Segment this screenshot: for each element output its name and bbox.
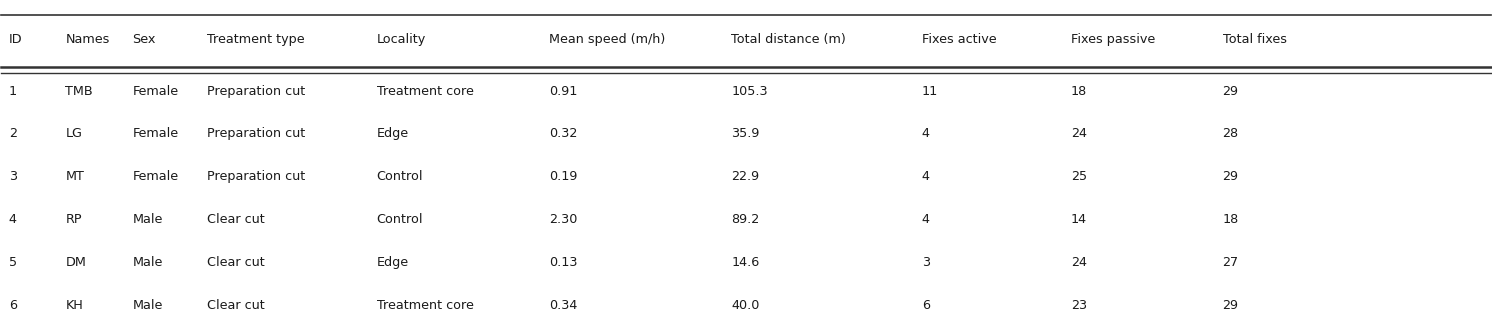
Text: LG: LG bbox=[66, 127, 82, 140]
Text: 14.6: 14.6 bbox=[731, 256, 759, 269]
Text: 29: 29 bbox=[1222, 170, 1238, 183]
Text: Male: Male bbox=[133, 256, 163, 269]
Text: Total fixes: Total fixes bbox=[1222, 33, 1286, 46]
Text: Total distance (m): Total distance (m) bbox=[731, 33, 846, 46]
Text: Preparation cut: Preparation cut bbox=[207, 127, 306, 140]
Text: 0.91: 0.91 bbox=[549, 85, 577, 98]
Text: Female: Female bbox=[133, 85, 179, 98]
Text: Mean speed (m/h): Mean speed (m/h) bbox=[549, 33, 665, 46]
Text: 4: 4 bbox=[922, 127, 930, 140]
Text: 0.34: 0.34 bbox=[549, 299, 577, 312]
Text: 22.9: 22.9 bbox=[731, 170, 759, 183]
Text: Control: Control bbox=[376, 170, 424, 183]
Text: 18: 18 bbox=[1222, 213, 1238, 226]
Text: 4: 4 bbox=[922, 213, 930, 226]
Text: Fixes active: Fixes active bbox=[922, 33, 997, 46]
Text: Edge: Edge bbox=[376, 127, 409, 140]
Text: Male: Male bbox=[133, 299, 163, 312]
Text: Treatment core: Treatment core bbox=[376, 299, 473, 312]
Text: 28: 28 bbox=[1222, 127, 1238, 140]
Text: Treatment type: Treatment type bbox=[207, 33, 304, 46]
Text: Fixes passive: Fixes passive bbox=[1071, 33, 1155, 46]
Text: 4: 4 bbox=[922, 170, 930, 183]
Text: Preparation cut: Preparation cut bbox=[207, 170, 306, 183]
Text: Female: Female bbox=[133, 127, 179, 140]
Text: 4: 4 bbox=[9, 213, 16, 226]
Text: TMB: TMB bbox=[66, 85, 93, 98]
Text: 6: 6 bbox=[9, 299, 16, 312]
Text: 11: 11 bbox=[922, 85, 938, 98]
Text: 24: 24 bbox=[1071, 256, 1086, 269]
Text: 40.0: 40.0 bbox=[731, 299, 759, 312]
Text: 89.2: 89.2 bbox=[731, 213, 759, 226]
Text: Male: Male bbox=[133, 213, 163, 226]
Text: Preparation cut: Preparation cut bbox=[207, 85, 306, 98]
Text: 24: 24 bbox=[1071, 127, 1086, 140]
Text: MT: MT bbox=[66, 170, 85, 183]
Text: 0.13: 0.13 bbox=[549, 256, 577, 269]
Text: 35.9: 35.9 bbox=[731, 127, 759, 140]
Text: Names: Names bbox=[66, 33, 110, 46]
Text: 14: 14 bbox=[1071, 213, 1086, 226]
Text: 6: 6 bbox=[922, 299, 930, 312]
Text: Control: Control bbox=[376, 213, 424, 226]
Text: 3: 3 bbox=[9, 170, 16, 183]
Text: 105.3: 105.3 bbox=[731, 85, 768, 98]
Text: RP: RP bbox=[66, 213, 82, 226]
Text: 29: 29 bbox=[1222, 85, 1238, 98]
Text: Clear cut: Clear cut bbox=[207, 213, 264, 226]
Text: 29: 29 bbox=[1222, 299, 1238, 312]
Text: Clear cut: Clear cut bbox=[207, 256, 264, 269]
Text: Female: Female bbox=[133, 170, 179, 183]
Text: Sex: Sex bbox=[133, 33, 155, 46]
Text: 2: 2 bbox=[9, 127, 16, 140]
Text: Edge: Edge bbox=[376, 256, 409, 269]
Text: Clear cut: Clear cut bbox=[207, 299, 264, 312]
Text: 5: 5 bbox=[9, 256, 16, 269]
Text: 2.30: 2.30 bbox=[549, 213, 577, 226]
Text: 25: 25 bbox=[1071, 170, 1086, 183]
Text: 23: 23 bbox=[1071, 299, 1086, 312]
Text: 27: 27 bbox=[1222, 256, 1238, 269]
Text: 3: 3 bbox=[922, 256, 930, 269]
Text: 0.32: 0.32 bbox=[549, 127, 577, 140]
Text: 18: 18 bbox=[1071, 85, 1086, 98]
Text: Locality: Locality bbox=[376, 33, 425, 46]
Text: KH: KH bbox=[66, 299, 84, 312]
Text: ID: ID bbox=[9, 33, 22, 46]
Text: Treatment core: Treatment core bbox=[376, 85, 473, 98]
Text: DM: DM bbox=[66, 256, 87, 269]
Text: 0.19: 0.19 bbox=[549, 170, 577, 183]
Text: 1: 1 bbox=[9, 85, 16, 98]
